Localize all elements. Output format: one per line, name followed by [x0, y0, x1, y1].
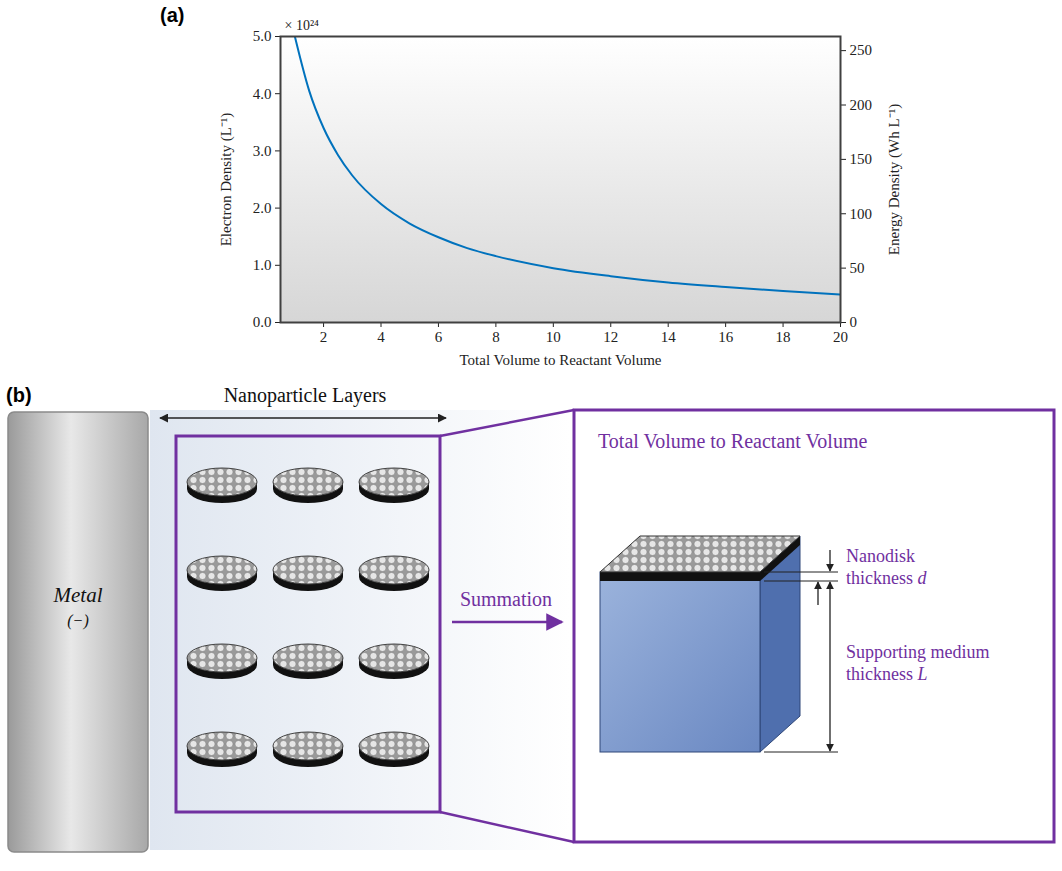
svg-text:Metal: Metal [53, 583, 103, 607]
svg-text:Total Volume to Reactant Volum: Total Volume to Reactant Volume [598, 430, 867, 452]
svg-text:4: 4 [377, 329, 385, 345]
svg-text:thickness L: thickness L [846, 664, 928, 684]
svg-text:Total Volume to Reactant Volum: Total Volume to Reactant Volume [460, 352, 662, 368]
html-text:(a): (a) [160, 4, 185, 26]
svg-text:50: 50 [850, 260, 865, 276]
svg-text:4.0: 4.0 [253, 86, 272, 102]
svg-text:Nanodisk: Nanodisk [846, 546, 915, 566]
svg-text:16: 16 [718, 329, 734, 345]
svg-text:Supporting medium: Supporting medium [846, 642, 990, 662]
svg-text:5.0: 5.0 [253, 28, 272, 44]
svg-text:(b): (b) [6, 384, 32, 406]
svg-text:thickness d: thickness d [846, 568, 928, 588]
svg-text:150: 150 [850, 151, 873, 167]
svg-text:20: 20 [833, 329, 848, 345]
svg-text:100: 100 [850, 206, 873, 222]
svg-text:Nanoparticle Layers: Nanoparticle Layers [224, 384, 387, 407]
svg-text:2.0: 2.0 [253, 200, 272, 216]
svg-text:18: 18 [776, 329, 791, 345]
svg-text:2: 2 [320, 329, 328, 345]
svg-text:1.0: 1.0 [253, 257, 272, 273]
svg-text:200: 200 [850, 97, 873, 113]
svg-text:0: 0 [850, 314, 858, 330]
svg-text:10: 10 [546, 329, 561, 345]
svg-text:× 10²⁴: × 10²⁴ [285, 18, 320, 33]
svg-text:(−): (−) [67, 612, 88, 630]
svg-text:Summation: Summation [460, 588, 552, 610]
svg-text:Energy Density (Wh L⁻¹): Energy Density (Wh L⁻¹) [886, 104, 903, 255]
svg-text:250: 250 [850, 42, 873, 58]
svg-text:6: 6 [435, 329, 443, 345]
svg-text:Electron Density (L⁻¹): Electron Density (L⁻¹) [218, 113, 235, 247]
svg-text:0.0: 0.0 [253, 314, 272, 330]
svg-text:14: 14 [661, 329, 677, 345]
svg-text:3.0: 3.0 [253, 143, 272, 159]
svg-text:8: 8 [492, 329, 500, 345]
svg-text:12: 12 [603, 329, 618, 345]
